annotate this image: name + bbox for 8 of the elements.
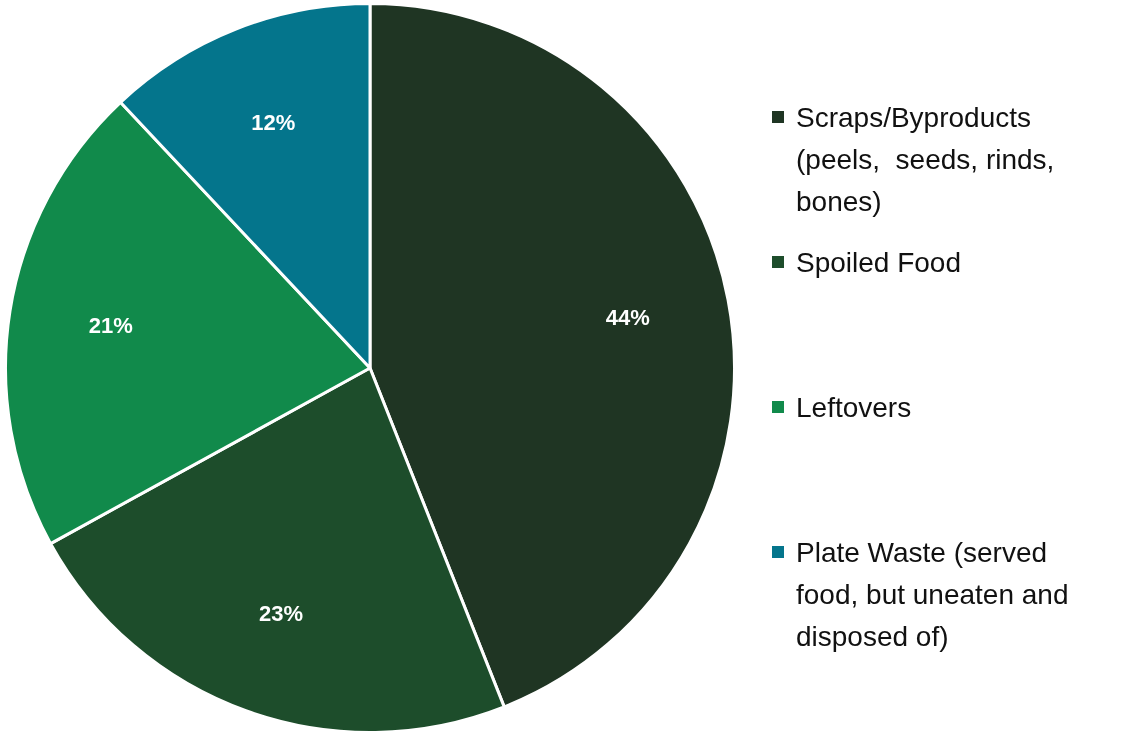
legend-label: Spoiled Food [796, 246, 962, 280]
data-label: 12% [251, 110, 296, 136]
data-label: 23% [259, 600, 304, 626]
legend-label: Plate Waste (served food, but uneaten and disposed of) [796, 536, 1070, 654]
data-label: 21% [88, 313, 133, 339]
data-label: 44% [605, 304, 650, 330]
legend-label: Scraps/Byproducts (peels, seeds, rinds, bones) [796, 101, 1056, 219]
legend-label: Leftovers [796, 391, 912, 425]
